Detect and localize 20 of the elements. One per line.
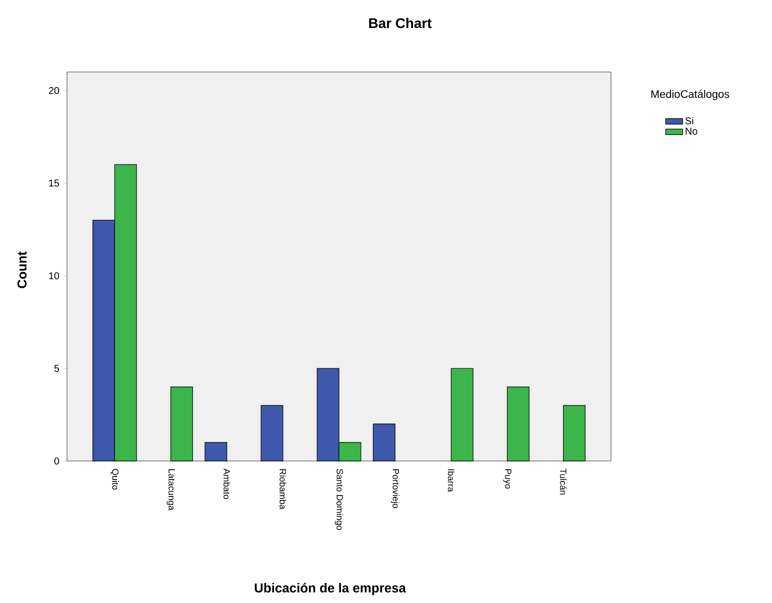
x-tick-label: Riobamba: [280, 469, 286, 510]
x-tick-label: Ambato: [224, 468, 230, 500]
x-tick-label: Portoviejo: [390, 469, 400, 508]
y-tick-label: 0: [54, 457, 60, 465]
y-tick-label: 15: [49, 180, 60, 187]
legend-label: Si: [685, 117, 694, 124]
y-tick-label: 5: [54, 364, 60, 372]
y-axis-title: Count: [17, 251, 27, 288]
x-tick-label: Ibarra: [448, 469, 454, 492]
y-tick-label: 20: [48, 86, 60, 94]
x-tick-label: Tulcán: [560, 468, 567, 495]
x-tick-label: Puyo: [503, 469, 512, 489]
x-axis-title: Ubicación de la empresa: [254, 582, 406, 596]
chart-title: Bar Chart: [369, 18, 432, 28]
y-tick-label: 10: [49, 272, 60, 280]
x-tick-label: Latacunga: [166, 469, 175, 510]
x-tick-label: Quito: [110, 468, 119, 490]
x-tick-label: Santo Domingo: [334, 468, 344, 530]
legend-title: MedioCatálogos: [651, 90, 730, 100]
legend-label: No: [686, 128, 698, 135]
